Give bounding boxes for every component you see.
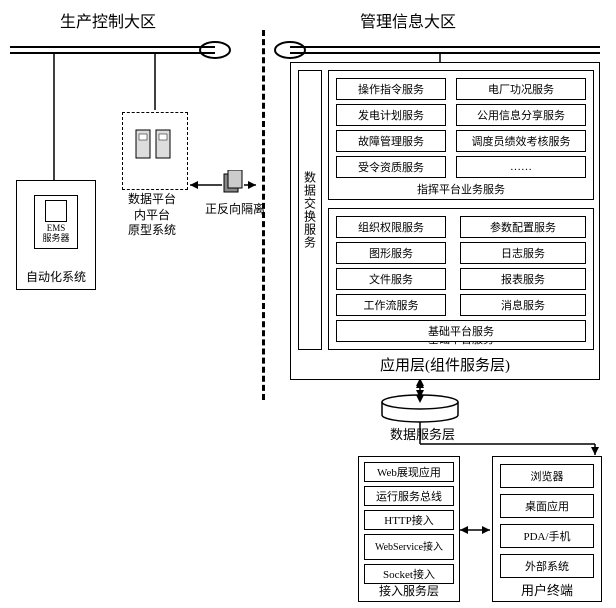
data-platform-label: 数据平台 内平台 原型系统: [128, 192, 176, 239]
isolation-device-icon: [222, 170, 244, 198]
user-item-label: 浏览器: [531, 468, 564, 484]
svc-label: ……: [510, 161, 532, 173]
access-item: Socket接入: [364, 564, 454, 584]
ems-server-box: EMS 服务器: [34, 195, 78, 249]
svc1-cell: 操作指令服务: [336, 78, 446, 100]
svc1-cell: 受令资质服务: [336, 156, 446, 178]
svc2-title-bar: 基础平台服务: [336, 320, 586, 342]
svc2-cell: 消息服务: [460, 294, 586, 316]
svc-label: 报表服务: [501, 271, 545, 287]
svc-label: 工作流服务: [364, 297, 419, 313]
user-item-label: 桌面应用: [525, 498, 569, 514]
user-item: 桌面应用: [500, 494, 594, 518]
isolation-label: 正反向隔离: [205, 200, 265, 217]
svc-label: 文件服务: [369, 271, 413, 287]
user-item-label: PDA/手机: [523, 528, 570, 544]
user-item: PDA/手机: [500, 524, 594, 548]
svc-label: 调度员绩效考核服务: [472, 133, 571, 149]
access-item-label: Web展现应用: [377, 464, 441, 480]
server-icon: [45, 200, 67, 222]
access-item-label: WebService接入: [375, 542, 443, 553]
svc-label: 操作指令服务: [358, 81, 424, 97]
svc2-cell: 参数配置服务: [460, 216, 586, 238]
user-item: 外部系统: [500, 554, 594, 578]
zone-production-title: 生产控制大区: [60, 8, 156, 32]
svc2-cell: 工作流服务: [336, 294, 446, 316]
user-item: 浏览器: [500, 464, 594, 488]
svc-label: 图形服务: [369, 245, 413, 261]
server-pair-icon: [134, 122, 176, 170]
access-item: 运行服务总线: [364, 486, 454, 506]
svc2-cell: 文件服务: [336, 268, 446, 290]
svc1-title: 指挥平台业务服务: [417, 181, 505, 197]
access-item-label: Socket接入: [383, 566, 435, 582]
access-item: Web展现应用: [364, 462, 454, 482]
svc2-cell: 日志服务: [460, 242, 586, 264]
svc2-cell: 组织权限服务: [336, 216, 446, 238]
app-layer-title: 应用层(组件服务层): [380, 354, 510, 375]
access-item-label: 运行服务总线: [376, 488, 442, 504]
svc-label: 日志服务: [501, 245, 545, 261]
svc2-title-bar-label: 基础平台服务: [428, 323, 494, 339]
access-item: WebService接入: [364, 534, 454, 560]
svc-label: 公用信息分享服务: [477, 107, 565, 123]
exchange-service-label: 数据交换服务: [302, 171, 319, 249]
access-item: HTTP接入: [364, 510, 454, 530]
svc-label: 消息服务: [501, 297, 545, 313]
access-item-label: HTTP接入: [384, 512, 434, 528]
svc-label: 故障管理服务: [358, 133, 424, 149]
user-item-label: 外部系统: [525, 558, 569, 574]
svc-label: 受令资质服务: [358, 159, 424, 175]
svc-label: 组织权限服务: [358, 219, 424, 235]
access-title: 接入服务层: [379, 582, 439, 599]
zone-management-title: 管理信息大区: [360, 8, 456, 32]
svc-label: 发电计划服务: [358, 107, 424, 123]
svc1-cell: 公用信息分享服务: [456, 104, 586, 126]
svc-label: 参数配置服务: [490, 219, 556, 235]
user-title: 用户终端: [521, 580, 573, 599]
svc2-cell: 图形服务: [336, 242, 446, 264]
svc1-cell: 发电计划服务: [336, 104, 446, 126]
svc-label: 电厂功况服务: [488, 81, 554, 97]
svc1-cell: 调度员绩效考核服务: [456, 130, 586, 152]
svc1-cell: 故障管理服务: [336, 130, 446, 152]
ems-label: EMS 服务器: [42, 224, 69, 244]
svc1-cell: ……: [456, 156, 586, 178]
exchange-service-box: 数据交换服务: [298, 70, 322, 350]
svc2-cell: 报表服务: [460, 268, 586, 290]
svc1-cell: 电厂功况服务: [456, 78, 586, 100]
data-service-label: 数据服务层: [390, 424, 455, 443]
automation-label: 自动化系统: [26, 268, 86, 285]
